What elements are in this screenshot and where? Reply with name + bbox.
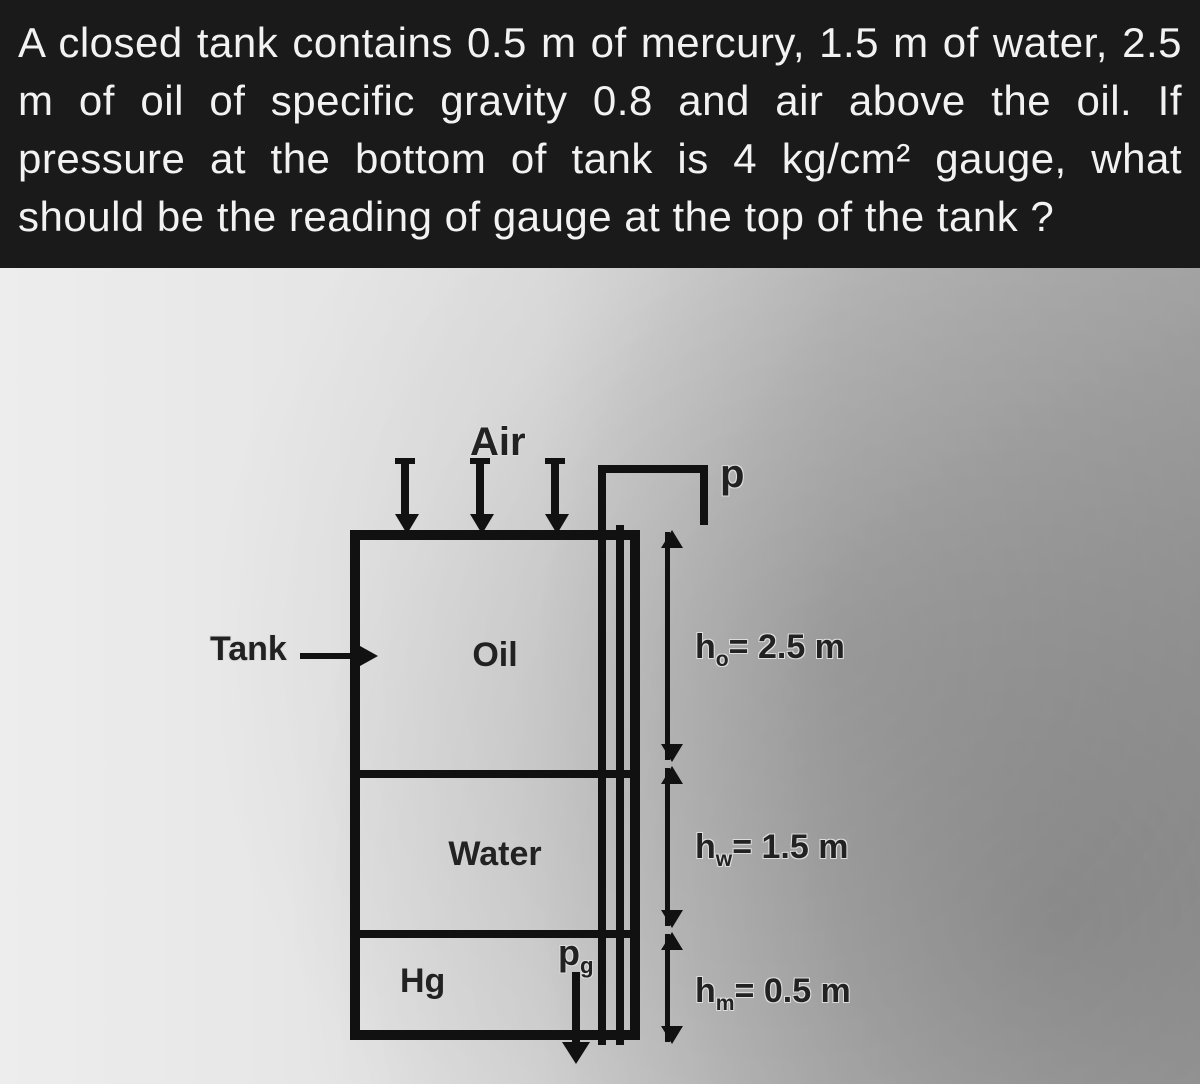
dim-oil-base: h [695, 628, 716, 666]
dim-hg-rest: = 0.5 m [735, 972, 851, 1010]
figure: Air p Oil Water Hg Tank pg [0, 300, 1200, 1084]
hg-text: Hg [400, 962, 445, 1000]
layer-water-label: Water [448, 835, 541, 874]
dim-oil [665, 532, 677, 760]
layer-hg-label: Hg [400, 962, 445, 1006]
tank-label: Tank [210, 630, 287, 669]
dim-hg-label: hm= 0.5 m [695, 972, 851, 1016]
dim-hg-sub: m [716, 992, 735, 1015]
layer-oil: Oil [360, 540, 630, 770]
dim-hg [665, 934, 677, 1042]
dim-water [665, 768, 677, 926]
dim-water-base: h [695, 828, 716, 866]
air-arrow-icon [395, 458, 415, 534]
dim-water-sub: w [716, 848, 732, 871]
tank-pointer-icon [300, 646, 378, 666]
dim-oil-sub: o [716, 648, 729, 671]
p-label: p [720, 452, 744, 497]
pg-base: p [558, 932, 580, 973]
dim-oil-rest: = 2.5 m [729, 628, 845, 666]
tank: Oil Water Hg [350, 530, 640, 1040]
dim-water-label: hw= 1.5 m [695, 828, 848, 872]
dim-hg-base: h [695, 972, 716, 1010]
air-arrow-icon [470, 458, 490, 534]
air-arrow-icon [545, 458, 565, 534]
question-text: A closed tank contains 0.5 m of mercury,… [0, 0, 1200, 268]
dim-water-rest: = 1.5 m [732, 828, 848, 866]
layer-oil-label: Oil [472, 636, 517, 675]
layer-water: Water [360, 770, 630, 930]
dim-oil-label: ho= 2.5 m [695, 628, 845, 672]
pipe-top [598, 465, 708, 525]
pg-arrow-icon [562, 972, 590, 1064]
